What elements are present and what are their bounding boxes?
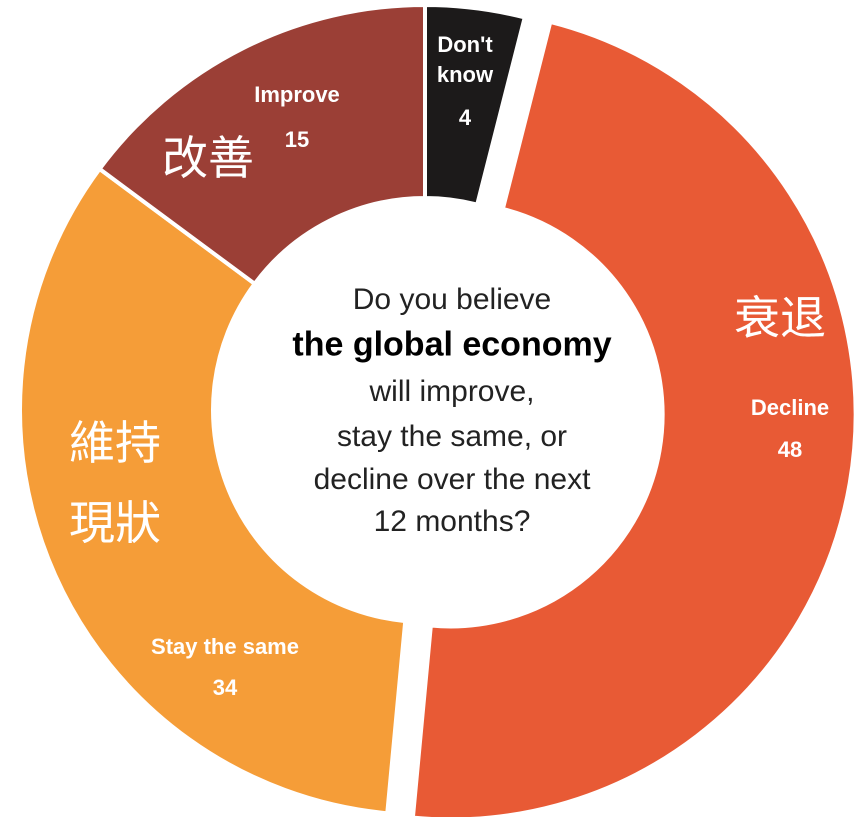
question-line: will improve, xyxy=(369,375,535,408)
annotation: 維持 xyxy=(69,416,161,470)
question-line: 12 months? xyxy=(373,505,531,538)
category-label: Improve xyxy=(254,82,340,107)
question-line: decline over the next xyxy=(313,463,591,496)
value-label: 48 xyxy=(777,437,803,462)
value-label: 4 xyxy=(458,105,472,130)
donut-segment xyxy=(423,2,528,207)
annotation: 衰退 xyxy=(734,291,826,345)
question-line: the global economy xyxy=(292,325,612,364)
annotation: 改善 xyxy=(162,131,254,185)
category-label: Don't know xyxy=(436,32,494,87)
value-label: 15 xyxy=(284,127,310,152)
donut-segment xyxy=(96,2,427,287)
category-label: Decline xyxy=(750,395,830,420)
value-label: 34 xyxy=(212,675,238,700)
annotation: 現狀 xyxy=(69,496,161,550)
donut-segment xyxy=(18,166,408,816)
category-label: Stay the same xyxy=(151,634,299,659)
question-line: Do you believe xyxy=(352,283,552,316)
question-line: stay the same, or xyxy=(336,420,568,453)
donut-segment xyxy=(410,19,858,817)
